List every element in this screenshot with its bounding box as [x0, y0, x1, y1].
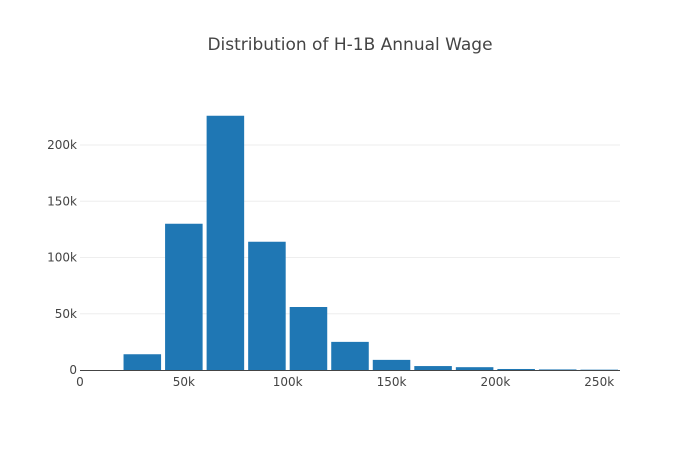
x-tick-label-4: 200k: [480, 375, 510, 389]
y-tick-label-4: 200k: [47, 138, 77, 152]
x-tick-labels: 0 50k 100k 150k 200k 250k: [76, 375, 614, 389]
y-tick-label-1: 50k: [55, 307, 77, 321]
histogram-bar-4: [289, 307, 328, 370]
x-tick-label-5: 250k: [584, 375, 614, 389]
x-tick-label-1: 50k: [173, 375, 195, 389]
histogram-bar-5: [331, 341, 369, 370]
y-tick-label-3: 150k: [47, 194, 77, 208]
x-tick-label-0: 0: [76, 375, 84, 389]
histogram-bar-7: [414, 366, 452, 370]
histogram-bar-2: [206, 115, 245, 370]
y-tick-labels: 0 50k 100k 150k 200k: [47, 138, 77, 377]
histogram-bar-1: [165, 223, 203, 370]
x-tick-label-3: 150k: [377, 375, 407, 389]
x-tick-label-2: 100k: [273, 375, 303, 389]
histogram-bar-3: [248, 241, 286, 370]
histogram-bar-9: [497, 368, 535, 370]
histogram-bar-8: [455, 367, 494, 370]
histogram-bar-0: [123, 354, 162, 370]
bars-layer: [123, 115, 618, 370]
y-tick-label-0: 0: [69, 363, 77, 377]
grid-layer: [80, 144, 620, 315]
chart-title: Distribution of H-1B Annual Wage: [207, 35, 492, 55]
histogram-bar-6: [372, 359, 411, 370]
y-tick-label-2: 100k: [47, 251, 77, 265]
histogram-bar-10: [538, 369, 577, 370]
